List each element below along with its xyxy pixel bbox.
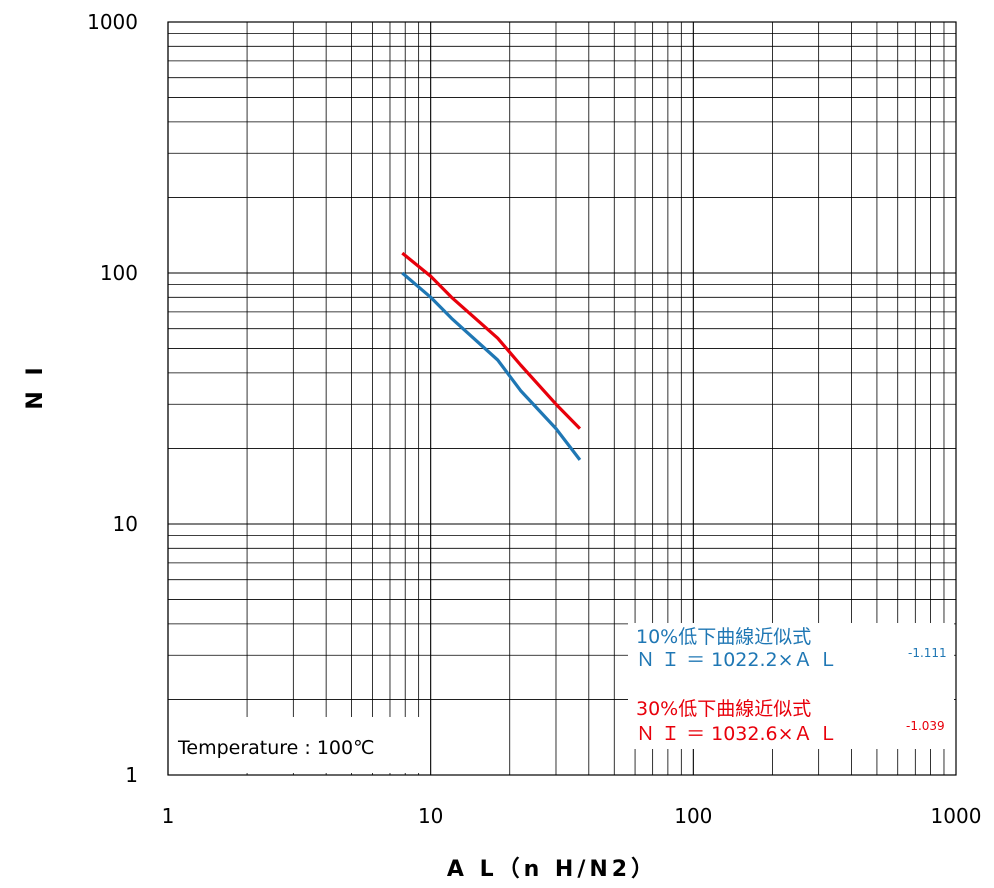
series-line-30pct xyxy=(401,251,582,430)
series-layer xyxy=(401,251,582,461)
y-tick-label: 10 xyxy=(113,512,138,536)
x-tick-label: 100 xyxy=(674,804,712,828)
x-tick-label: 10 xyxy=(418,804,443,828)
y-tick-label: 1000 xyxy=(87,10,138,34)
formula-blue-exponent: -1.111 xyxy=(908,646,947,660)
formula-blue-equation: Ｎ Ｉ ＝ 1022.2×Ａ Ｌ xyxy=(636,649,838,671)
y-axis-title: N I xyxy=(23,363,48,409)
x-axis-title: A L（n H/N2） xyxy=(447,857,657,882)
formula-red-title: 30%低下曲線近似式 xyxy=(636,698,811,720)
formula-red-equation: Ｎ Ｉ ＝ 1032.6×Ａ Ｌ xyxy=(636,723,838,745)
y-tick-label: 1 xyxy=(125,763,138,787)
y-tick-labels: 1 10 100 1000 xyxy=(87,10,138,787)
x-tick-labels: 1 10 100 1000 xyxy=(162,804,982,828)
series-line-10pct xyxy=(401,271,582,461)
formula-box xyxy=(628,623,954,749)
temperature-label: Temperature : 100℃ xyxy=(177,737,374,759)
temperature-box xyxy=(170,717,422,773)
y-tick-label: 100 xyxy=(100,261,138,285)
x-tick-label: 1000 xyxy=(931,804,982,828)
plot-frame xyxy=(167,21,957,776)
formula-blue-title: 10%低下曲線近似式 xyxy=(636,626,811,648)
formula-red-exponent: -1.039 xyxy=(906,719,945,733)
x-tick-label: 1 xyxy=(162,804,175,828)
